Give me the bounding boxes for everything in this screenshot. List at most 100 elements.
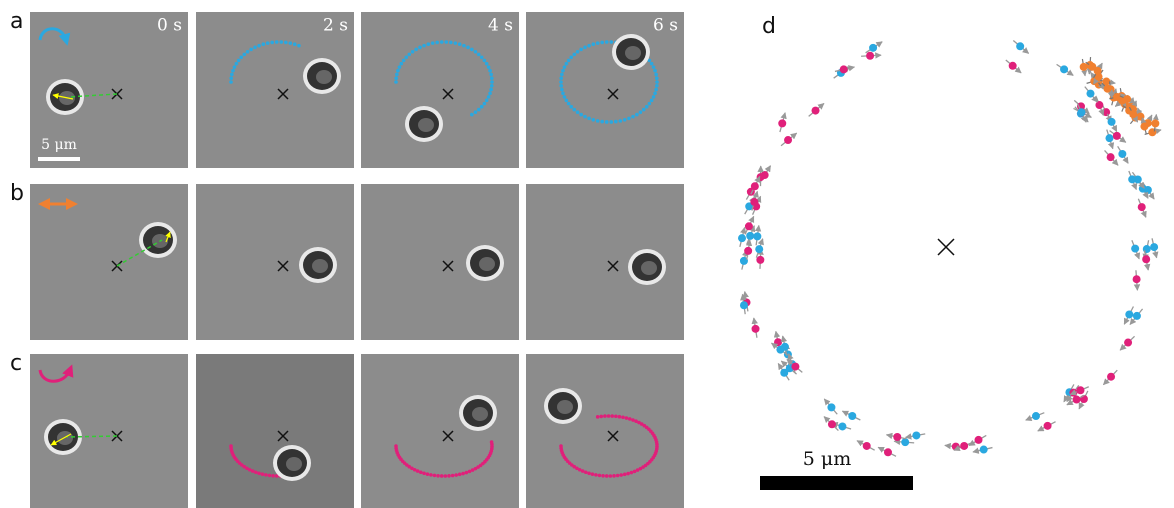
trajectory-dot bbox=[575, 466, 579, 471]
trajectory-dot bbox=[559, 80, 563, 84]
trajectory-dot bbox=[653, 91, 657, 96]
trajectory-dot bbox=[395, 72, 399, 77]
position-dot bbox=[1072, 395, 1081, 404]
trajectory-dot bbox=[579, 47, 583, 52]
trajectory-dot bbox=[253, 45, 257, 50]
position-dot bbox=[1140, 122, 1149, 131]
position-dot bbox=[750, 197, 759, 206]
image-panel bbox=[30, 184, 188, 340]
trajectory-dot bbox=[622, 118, 627, 122]
trajectory-dot bbox=[229, 76, 234, 80]
trajectory-dot bbox=[614, 414, 618, 419]
position-dot bbox=[893, 432, 902, 441]
center-cross bbox=[442, 260, 454, 272]
trajectory-dot bbox=[637, 420, 641, 425]
dipole-arrow bbox=[50, 433, 72, 446]
trajectory-dot bbox=[575, 110, 580, 115]
trajectory-dot bbox=[473, 110, 478, 115]
trajectory-dot bbox=[587, 116, 591, 121]
trajectory-dot bbox=[486, 95, 491, 99]
trajectory-dot bbox=[415, 469, 420, 473]
center-cross bbox=[277, 430, 289, 442]
trajectory-dot bbox=[449, 40, 453, 45]
trajectory-dot bbox=[644, 104, 649, 109]
trajectory-dot bbox=[476, 52, 481, 57]
trajectory-dot bbox=[234, 61, 239, 66]
center-cross bbox=[277, 88, 289, 100]
position-dot bbox=[1132, 311, 1141, 320]
trajectory-dot bbox=[476, 107, 481, 112]
center-cross bbox=[937, 238, 955, 256]
image-panel bbox=[526, 354, 684, 508]
position-dot bbox=[1095, 101, 1104, 110]
trajectory-dot bbox=[271, 473, 275, 478]
trajectory-dot bbox=[470, 112, 474, 117]
trajectory-dot bbox=[639, 422, 644, 426]
position-dot bbox=[1016, 42, 1025, 51]
position-dot bbox=[778, 119, 787, 128]
trajectory-dot bbox=[404, 55, 409, 60]
cell-core bbox=[641, 261, 657, 275]
trajectory-dot bbox=[470, 468, 475, 472]
position-dot bbox=[751, 324, 760, 333]
position-dot bbox=[1133, 175, 1142, 184]
position-dot bbox=[1132, 275, 1141, 284]
trajectory-dot bbox=[627, 417, 632, 421]
position-dot bbox=[974, 435, 983, 444]
position-dot bbox=[780, 342, 789, 351]
position-dot bbox=[912, 431, 921, 440]
trajectory-dot bbox=[439, 40, 444, 44]
trajectory-dot bbox=[453, 41, 458, 45]
trajectory-dot bbox=[247, 467, 252, 472]
offset-line bbox=[68, 93, 118, 98]
trajectory-dot bbox=[649, 61, 654, 66]
trajectory-dot bbox=[242, 464, 247, 469]
trajectory-dot bbox=[631, 114, 635, 119]
trajectory-dot bbox=[619, 473, 624, 477]
dipole-arrow bbox=[52, 93, 74, 100]
position-dot bbox=[1131, 244, 1140, 253]
trajectory-dot bbox=[482, 58, 487, 63]
position-dot bbox=[901, 438, 910, 447]
trajectory-dot bbox=[587, 471, 591, 476]
trajectory-dot bbox=[443, 474, 448, 478]
position-dot bbox=[1118, 149, 1127, 158]
trajectory-dot bbox=[591, 42, 596, 46]
trajectory-dot bbox=[627, 116, 631, 121]
trajectory-dot bbox=[267, 473, 272, 478]
position-dot bbox=[750, 182, 759, 191]
trajectory-dot bbox=[655, 80, 659, 84]
center-cross bbox=[607, 430, 619, 442]
trajectory-dot bbox=[429, 473, 433, 477]
trajectory-dot bbox=[426, 42, 431, 46]
trajectory-dot bbox=[407, 464, 412, 469]
trajectory-dot bbox=[612, 474, 616, 478]
trajectory-dot bbox=[425, 472, 430, 476]
trajectory-dot bbox=[418, 470, 423, 475]
trajectory-dot bbox=[572, 52, 577, 57]
trajectory-dot bbox=[418, 45, 422, 50]
trajectory-dot bbox=[622, 472, 627, 477]
trajectory-dot bbox=[601, 473, 605, 478]
trajectory-dot bbox=[559, 84, 564, 88]
trajectory-dot bbox=[288, 41, 293, 45]
position-dot bbox=[883, 448, 892, 457]
trajectory-dot bbox=[621, 415, 625, 420]
trajectory-dot bbox=[394, 76, 399, 80]
center-cross bbox=[607, 88, 619, 100]
position-dot bbox=[1105, 134, 1114, 143]
cell-core bbox=[286, 457, 302, 471]
position-dot bbox=[1086, 89, 1095, 98]
position-dot bbox=[1043, 421, 1052, 430]
cell-core bbox=[479, 257, 495, 271]
trajectory-dot bbox=[490, 80, 494, 84]
trajectory-dot bbox=[430, 41, 435, 45]
trajectory-dot bbox=[260, 472, 265, 476]
trajectory-dot bbox=[257, 43, 261, 48]
cell-core bbox=[312, 259, 328, 273]
trajectory-dot bbox=[600, 40, 604, 45]
trajectory-dot bbox=[249, 47, 253, 52]
trajectory-dot bbox=[579, 112, 583, 117]
trajectory-dot bbox=[473, 49, 478, 54]
trajectory-dot bbox=[394, 80, 398, 84]
